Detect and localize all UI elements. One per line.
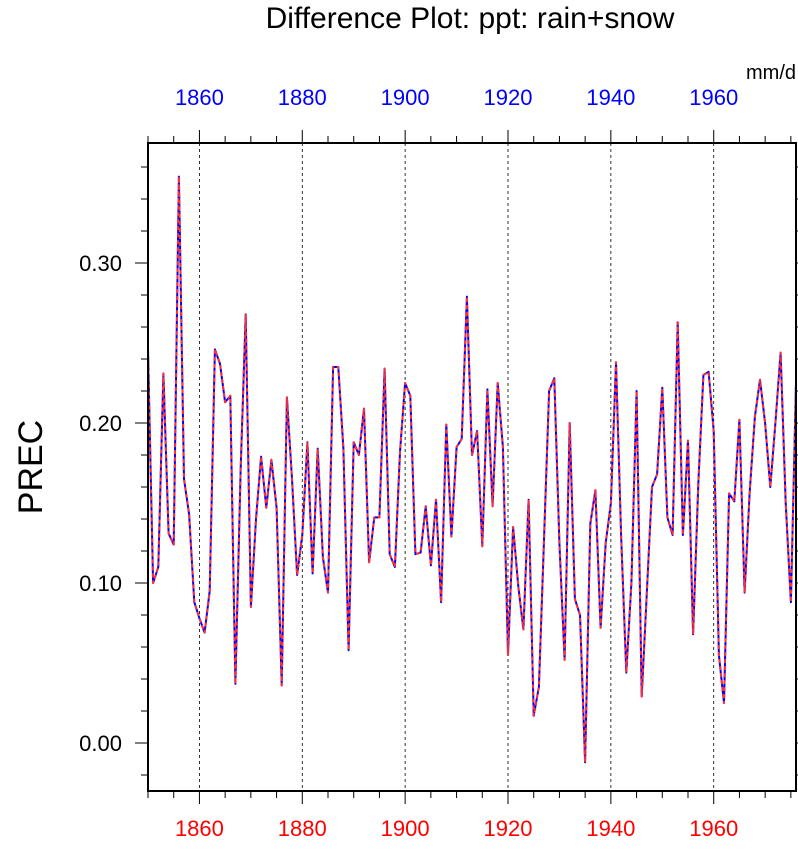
top-tick-label-1940: 1940 [586,85,635,110]
bottom-tick-label-1900: 1900 [381,816,430,841]
top-tick-label-1920: 1920 [484,85,533,110]
top-tick-label-1860: 1860 [175,85,224,110]
bottom-tick-label-1940: 1940 [586,816,635,841]
series-group [147,175,797,764]
bottom-tick-label-1960: 1960 [689,816,738,841]
bottom-tick-label-1860: 1860 [175,816,224,841]
y-axis-label: PREC [12,420,50,514]
top-tick-label-1880: 1880 [278,85,327,110]
y-tick-label-0.00: 0.00 [79,731,122,756]
axis-ticks [135,130,798,804]
gridlines [199,143,715,791]
plot-frame [147,142,797,792]
bottom-tick-label-1880: 1880 [278,816,327,841]
bottom-tick-label-1920: 1920 [484,816,533,841]
tick-labels: 1860 1880 1900 1920 1940 1960 1860 1880 1900 1920… [79,85,738,841]
y-tick-label-0.30: 0.30 [79,251,122,276]
y-tick-label-0.20: 0.20 [79,411,122,436]
top-tick-label-1900: 1900 [381,85,430,110]
units-label: mm/d [746,62,796,84]
chart-title: Difference Plot: ppt: rain+snow [266,2,675,35]
series-line-red-dashed [147,175,797,764]
y-tick-label-0.10: 0.10 [79,571,122,596]
top-tick-label-1960: 1960 [689,85,738,110]
